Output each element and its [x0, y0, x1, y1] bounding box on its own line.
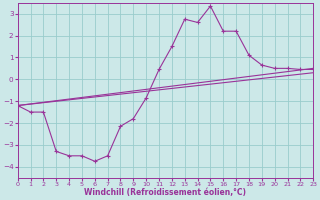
X-axis label: Windchill (Refroidissement éolien,°C): Windchill (Refroidissement éolien,°C)	[84, 188, 246, 197]
